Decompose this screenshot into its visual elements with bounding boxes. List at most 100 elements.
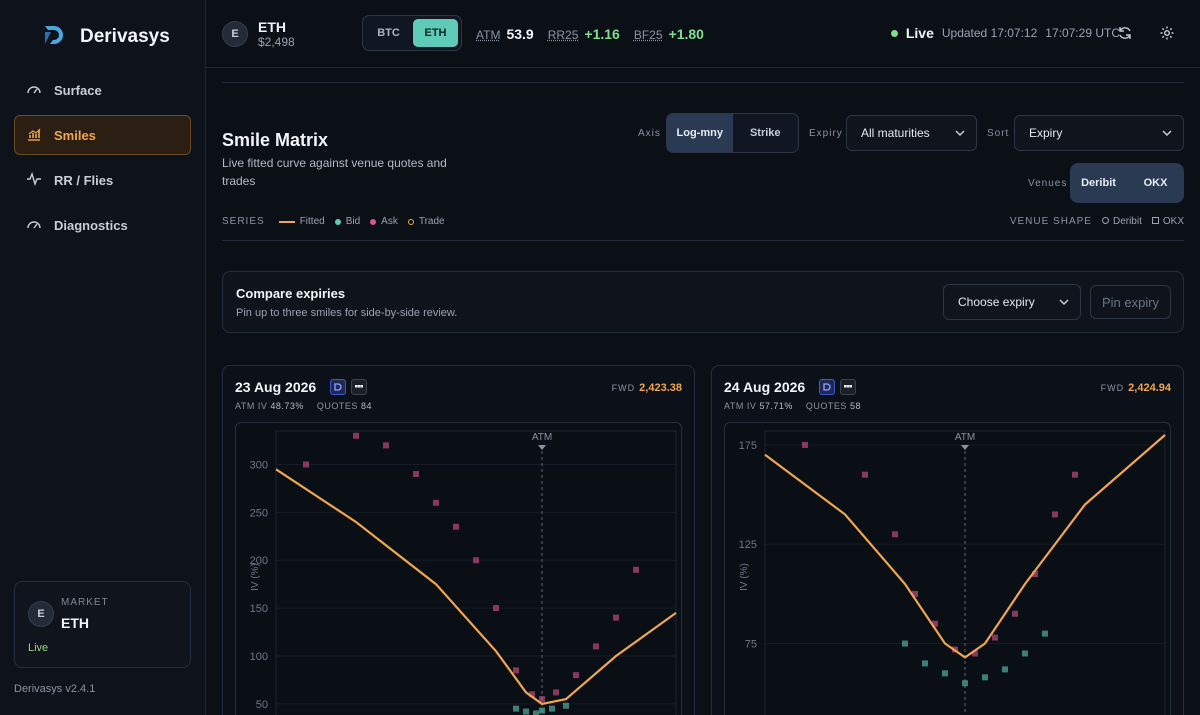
gear-icon[interactable] [1158,24,1176,42]
venue-deribit-button[interactable]: Deribit [1081,177,1116,189]
currency-eth-button[interactable]: ETH [413,19,458,47]
smile-chart[interactable]: 50 100 150 200 250 300 IV (%) ATM [235,422,682,715]
deribit-venue-icon [819,379,835,395]
atm-label: ATM [955,432,975,443]
expiry-label: Expiry [809,128,843,139]
market-label: MARKET [61,597,109,608]
page-subtitle: Live fitted curve against venue quotes a… [222,156,447,188]
ask-point [529,691,535,698]
legend-label: Fitted [299,216,325,227]
card-meta: ATM IV 57.71% QUOTES 58 [724,401,871,411]
venue-shape-okx: OKX [1151,216,1184,227]
bid-point [962,680,968,687]
plot-area [275,430,677,715]
chevron-down-icon [1058,296,1070,311]
quotes-label: QUOTES [805,401,847,411]
line-swatch-icon [278,220,295,223]
bid-point [1022,650,1028,657]
bid-point [942,670,948,677]
card-forward: FWD 2,424.94 [1101,382,1171,394]
smile-chart[interactable]: 75 125 175 IV (%) ATM [724,422,1171,715]
atm-marker-icon [961,445,969,450]
fitted-curve [764,434,1166,659]
currency-toggle: BTC ETH [362,15,462,51]
sort-select-value: Expiry [1029,126,1063,140]
venue-shape-legend: VENUE SHAPE Deribit OKX [1010,216,1184,227]
legend-item-fitted: Fitted [278,216,325,227]
metric-label[interactable]: BF25 [633,28,663,42]
smile-chart-svg: 50 100 150 200 250 300 IV (%) ATM [250,430,677,715]
y-tick-label: 150 [250,603,268,615]
bid-point [533,710,539,715]
brand[interactable]: Derivasys [42,22,170,51]
deribit-venue-icon [330,379,346,395]
legend-item-trade: Trade [407,216,445,227]
ask-point [593,643,599,650]
live-dot-icon [890,29,898,37]
sidebar-item-smiles[interactable]: Smiles [14,115,191,155]
plot-area [764,430,1166,715]
topbar: E ETH $2,498 BTC ETH ATM 53.9 RR25 +1.16… [206,0,1200,68]
sidebar-item-surface[interactable]: Surface [14,70,191,110]
y-tick-label: 175 [739,440,757,452]
atm-iv-value: 48.73% [270,401,304,411]
ask-point [992,634,998,641]
market-avatar: E [28,601,54,627]
market-status: Live [28,642,49,654]
venue-shape-label: Deribit [1112,216,1142,227]
atm-iv-label: ATM IV [724,401,757,411]
metric-value: 53.9 [506,26,534,42]
ask-point [1012,610,1018,617]
bid-point [902,640,908,647]
refresh-icon[interactable] [1116,24,1134,42]
metric-value: +1.16 [584,26,620,42]
sort-select[interactable]: Expiry [1014,115,1184,151]
page-title: Smile Matrix [222,130,329,150]
bid-point [523,708,529,715]
metric-label[interactable]: RR25 [547,28,579,42]
divider [222,240,1184,241]
venue-okx-button[interactable]: OKX [1143,177,1168,189]
atm-marker-icon [538,445,546,450]
ask-point [1052,511,1058,518]
utc-time: 17:07:29 UTC [1045,26,1120,40]
atm-label: ATM [532,432,552,443]
metric-value: +1.80 [668,26,704,42]
expiry-select[interactable]: All maturities [846,115,977,151]
compare-subtitle: Pin up to three smiles for side-by-side … [236,307,458,319]
asset-price: $2,498 [258,35,295,49]
legend-title: SERIES [222,216,265,227]
smile-card: 24 Aug 2026 FWD 2,424.94 ATM IV 57.71% QU… [711,365,1184,715]
metric-label[interactable]: ATM [476,28,501,42]
ask-point [539,696,545,703]
ask-point [433,499,439,506]
axis-log-mny-button[interactable]: Log-mny [667,114,733,152]
metric-rr25: RR25 +1.16 [548,26,620,42]
compare-title: Compare expiries [236,286,346,301]
ask-point [892,531,898,538]
sidebar-item-rr-flies[interactable]: RR / Flies [14,160,191,200]
sidebar-item-diagnostics[interactable]: Diagnostics [14,205,191,245]
ask-point [932,620,938,627]
sidebar-item-label: Diagnostics [54,217,128,233]
axis-strike-button[interactable]: Strike [749,127,781,139]
axis-toggle: Log-mny Strike [666,113,799,153]
ask-point [553,689,559,696]
quotes-label: QUOTES [316,401,358,411]
legend-item-bid: Bid [334,216,361,227]
fwd-value: 2,423.38 [639,382,682,394]
divider [222,82,1184,83]
legend-label: Bid [345,216,361,227]
bid-point [513,705,519,712]
compare-expiry-select[interactable]: Choose expiry [943,284,1081,320]
pin-expiry-button[interactable]: Pin expiry [1090,285,1171,319]
y-tick-label: 300 [250,460,268,472]
atm-iv-value: 57.71% [759,401,793,411]
currency-btc-button[interactable]: BTC [377,27,400,39]
legend-label: Trade [418,216,445,227]
brand-name: Derivasys [80,25,170,47]
market-card: E MARKET ETH Live [14,581,191,668]
quotes-value: 58 [849,401,861,411]
series-legend: SERIES Fitted Bid Ask Trade [222,216,445,227]
bid-point [549,705,555,712]
